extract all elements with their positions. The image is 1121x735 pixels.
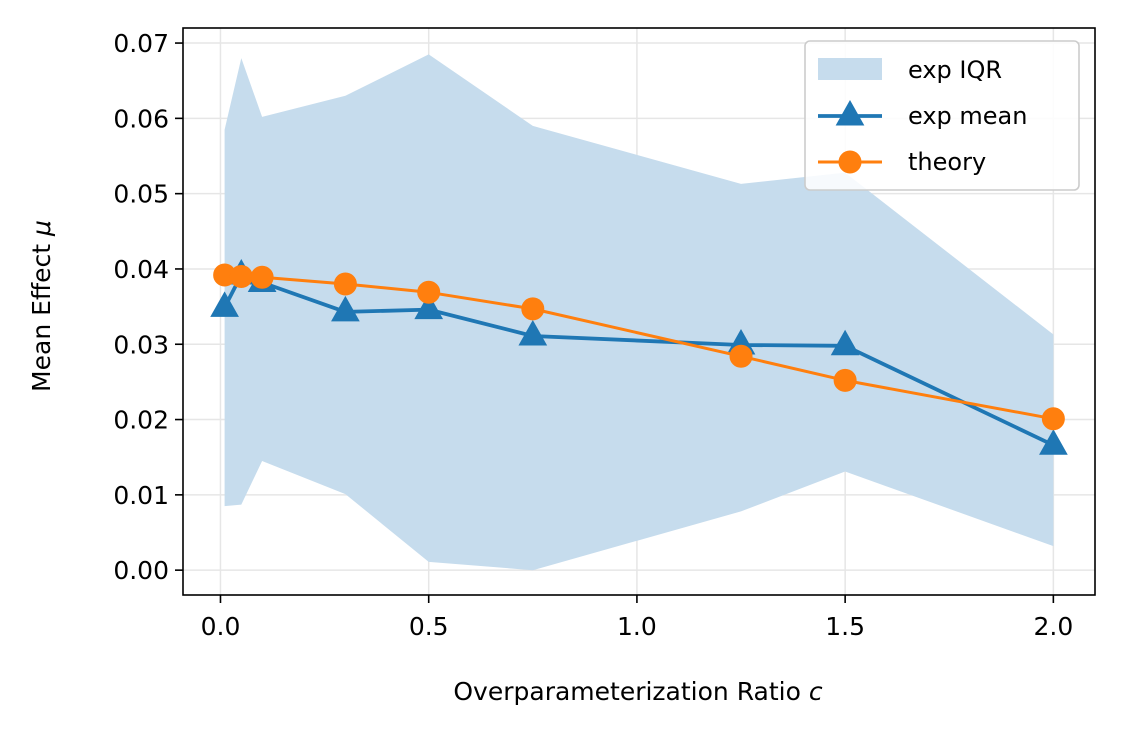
series-theory	[213, 263, 1065, 431]
plot-frame	[182, 27, 1096, 596]
y-tick-label: 0.03	[113, 330, 169, 359]
x-tick-label: 0.0	[201, 612, 241, 641]
series-layer	[210, 258, 1068, 455]
x-axis-label-text: Overparameterization Ratio	[453, 677, 801, 706]
data-point-exp-mean	[331, 295, 360, 322]
legend-band-swatch	[818, 58, 882, 80]
data-point-exp-mean	[830, 329, 860, 356]
y-tick-label: 0.07	[113, 29, 169, 58]
data-point-theory	[229, 264, 253, 288]
y-tick-label: 0.02	[113, 406, 169, 435]
legend-entry-theory	[818, 150, 882, 174]
data-point-theory	[729, 344, 753, 368]
data-point-theory	[417, 280, 441, 304]
y-axis-label: Mean Effect μ	[27, 220, 56, 392]
x-tick-label: 2.0	[1033, 612, 1073, 641]
data-point-exp-mean	[414, 293, 444, 320]
data-point-theory	[833, 368, 857, 392]
data-point-theory	[1041, 407, 1065, 431]
x-axis-symbol: c	[809, 677, 823, 706]
legend-label-band: exp IQR	[908, 56, 1002, 84]
x-tick-label: 1.0	[617, 612, 657, 641]
legend-marker-exp-mean	[835, 99, 865, 126]
legend-entry-exp-mean	[818, 99, 882, 126]
y-tick-label: 0.04	[113, 255, 169, 284]
data-point-theory	[333, 272, 357, 296]
data-point-exp-mean	[1039, 429, 1068, 455]
ticks: 0.0 0.5 1.0 1.5 2.0 0.00 0.01 0.02 0.03 0.04 0.05 0…	[113, 29, 1073, 641]
y-tick-label: 0.01	[113, 481, 169, 510]
data-point-exp-mean	[210, 291, 239, 317]
x-tick-label: 1.5	[825, 612, 865, 641]
x-axis-label: Overparameterization Ratio c	[453, 677, 822, 706]
y-tick-label: 0.06	[113, 104, 169, 133]
legend-label-exp-mean: exp mean	[908, 102, 1027, 130]
legend-marker-theory	[838, 150, 862, 174]
x-tick-label: 0.5	[409, 612, 449, 641]
data-point-exp-mean	[518, 319, 548, 346]
y-axis-label-text: Mean Effect	[27, 244, 56, 392]
legend: exp IQR exp mean theory	[804, 40, 1080, 191]
y-axis-symbol: μ	[27, 220, 56, 237]
y-tick-label: 0.00	[113, 556, 169, 585]
data-point-theory	[521, 297, 545, 321]
data-point-theory	[250, 265, 274, 289]
y-tick-label: 0.05	[113, 180, 169, 209]
legend-label-theory: theory	[908, 148, 986, 176]
